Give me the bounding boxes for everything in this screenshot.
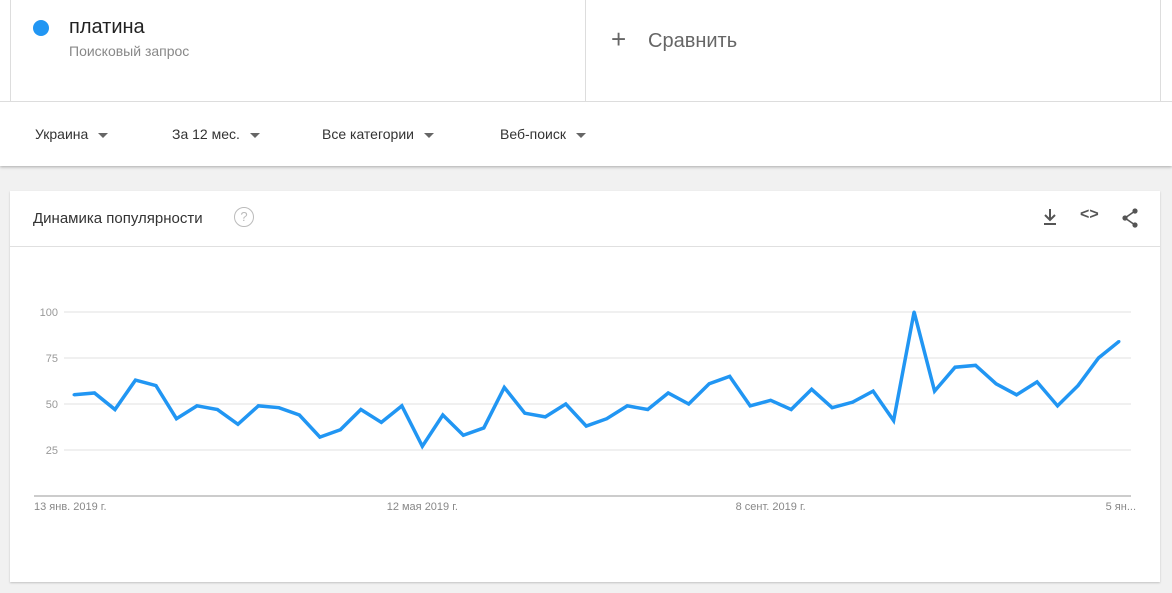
data-point — [195, 404, 199, 408]
data-point — [215, 408, 219, 412]
plus-icon: + — [611, 24, 627, 54]
data-point — [851, 400, 855, 404]
data-point — [687, 402, 691, 406]
data-point — [523, 411, 527, 415]
data-point — [605, 417, 609, 421]
data-point — [625, 404, 629, 408]
compare-label: Сравнить — [648, 30, 738, 52]
data-point — [564, 402, 568, 406]
term-name[interactable]: платина — [69, 16, 145, 38]
data-point — [400, 404, 404, 408]
data-point — [953, 365, 957, 369]
data-point — [461, 433, 465, 437]
term-subtitle: Поисковый запрос — [69, 43, 190, 59]
period-dropdown[interactable]: За 12 мес. — [172, 126, 260, 142]
data-point — [72, 393, 76, 397]
filter-bar: Украина За 12 мес. Все категории Веб-пои… — [0, 101, 1172, 167]
data-point — [1076, 384, 1080, 388]
data-point — [933, 389, 937, 393]
category-dropdown[interactable]: Все категории — [322, 126, 434, 142]
data-point — [154, 384, 158, 388]
x-tick-label: 5 ян... — [1106, 501, 1136, 513]
data-point — [543, 415, 547, 419]
y-tick-label: 100 — [40, 307, 58, 319]
card-title: Динамика популярности — [33, 210, 203, 227]
interest-over-time-card: Динамика популярности ? <> — [10, 191, 1160, 582]
x-tick-label: 8 сент. 2019 г. — [736, 501, 806, 513]
series-line — [73, 311, 1121, 450]
data-point — [1056, 404, 1060, 408]
data-point — [810, 387, 814, 391]
y-tick-label: 25 — [46, 445, 58, 457]
data-point — [92, 391, 96, 395]
data-point — [236, 422, 240, 426]
help-icon[interactable]: ? — [234, 207, 254, 227]
y-tick-label: 75 — [46, 353, 58, 365]
data-point — [297, 413, 301, 417]
data-point — [666, 391, 670, 395]
data-point — [584, 424, 588, 428]
data-point — [769, 398, 773, 402]
chevron-down-icon — [575, 132, 586, 138]
download-icon[interactable] — [1042, 208, 1058, 231]
data-point — [748, 404, 752, 408]
region-label: Украина — [35, 126, 89, 142]
data-point — [174, 417, 178, 421]
data-point — [133, 378, 137, 382]
x-tick-label: 13 янв. 2019 г. — [34, 501, 107, 513]
embed-icon[interactable]: <> — [1080, 206, 1099, 223]
data-point — [728, 374, 732, 378]
term-color-dot — [33, 20, 49, 36]
data-point — [1117, 339, 1121, 343]
category-label: Все категории — [322, 126, 414, 142]
data-point — [338, 428, 342, 432]
data-point — [1097, 356, 1101, 360]
data-point — [871, 389, 875, 393]
card-divider — [10, 246, 1160, 247]
search-term-card[interactable]: платина Поисковый запрос — [10, 0, 586, 101]
data-point — [441, 413, 445, 417]
data-point — [1015, 393, 1019, 397]
data-point — [994, 382, 998, 386]
share-icon[interactable] — [1121, 208, 1139, 233]
data-point — [912, 310, 916, 314]
region-dropdown[interactable]: Украина — [35, 126, 109, 142]
data-point — [974, 363, 978, 367]
data-point — [359, 408, 363, 412]
search-type-dropdown[interactable]: Веб-поиск — [500, 126, 586, 142]
header-panel: платина Поисковый запрос + Сравнить Укра… — [0, 0, 1172, 166]
data-point — [502, 385, 506, 389]
period-label: За 12 мес. — [172, 126, 240, 142]
data-point — [1035, 380, 1039, 384]
chevron-down-icon — [98, 132, 109, 138]
compare-button[interactable]: + Сравнить — [585, 0, 1161, 101]
data-point — [707, 382, 711, 386]
data-point — [646, 408, 650, 412]
x-tick-label: 12 мая 2019 г. — [387, 501, 458, 513]
data-point — [318, 435, 322, 439]
chevron-down-icon — [249, 132, 260, 138]
chevron-down-icon — [423, 132, 434, 138]
search-type-label: Веб-поиск — [500, 126, 566, 142]
data-point — [789, 408, 793, 412]
data-point — [420, 444, 424, 448]
data-point — [277, 406, 281, 410]
y-tick-label: 50 — [46, 399, 58, 411]
data-point — [892, 419, 896, 423]
data-point — [379, 420, 383, 424]
data-point — [830, 406, 834, 410]
data-point — [256, 404, 260, 408]
data-point — [482, 426, 486, 430]
data-point — [113, 408, 117, 412]
